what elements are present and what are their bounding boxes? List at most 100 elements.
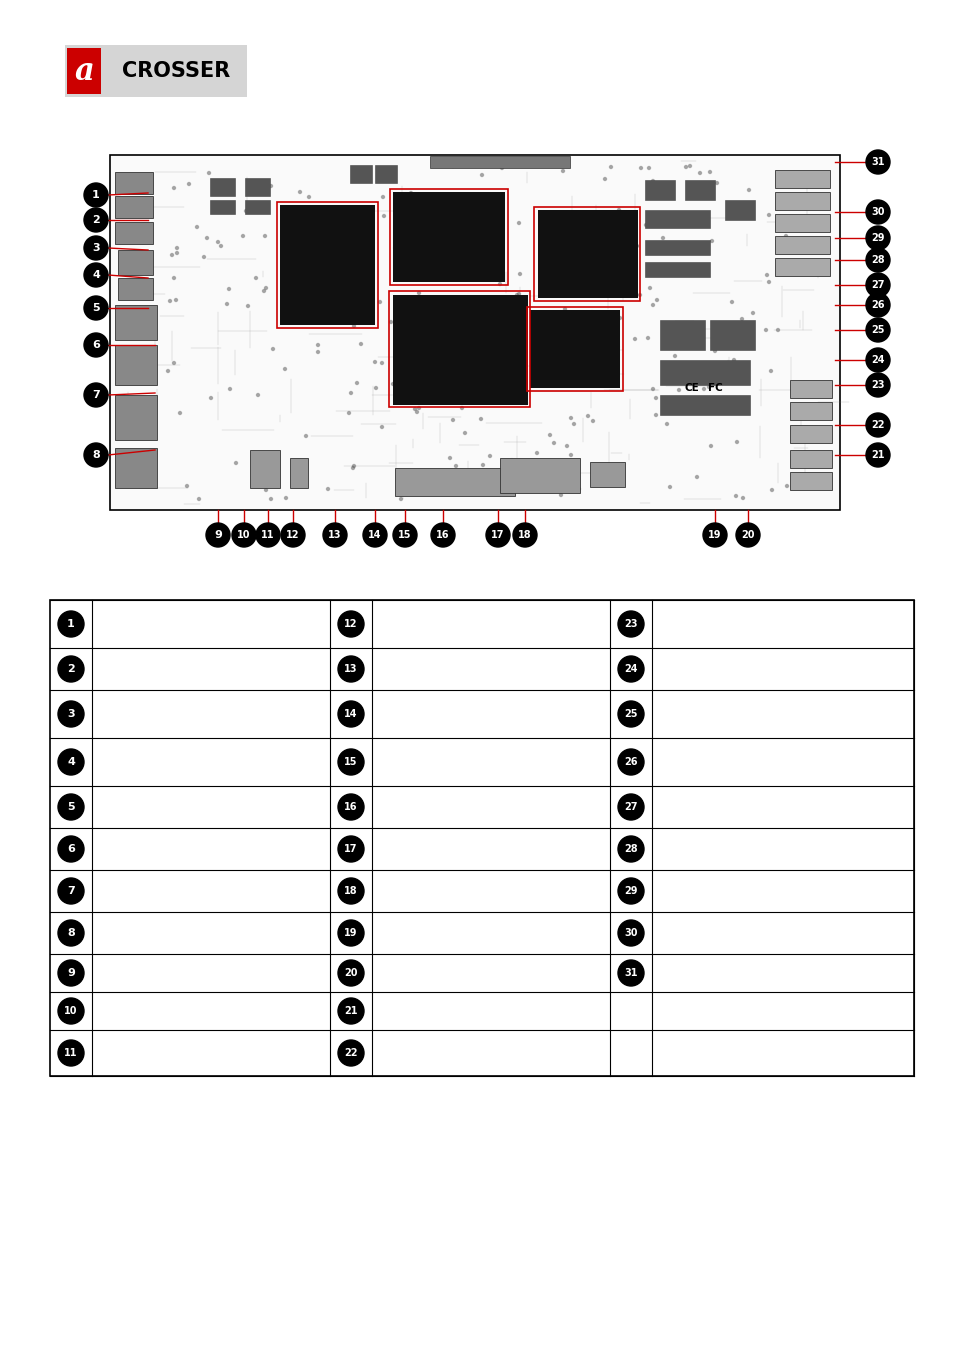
Text: CE: CE: [684, 383, 699, 393]
Text: 8: 8: [92, 450, 100, 460]
Circle shape: [413, 408, 416, 410]
Circle shape: [633, 338, 636, 340]
Bar: [393, 192, 504, 282]
Circle shape: [337, 919, 364, 946]
Circle shape: [393, 522, 416, 547]
Circle shape: [481, 463, 484, 467]
Circle shape: [631, 266, 634, 270]
Circle shape: [618, 878, 643, 904]
Text: 13: 13: [344, 664, 357, 674]
Circle shape: [618, 749, 643, 775]
Text: 27: 27: [870, 279, 883, 290]
Bar: [530, 310, 619, 387]
Circle shape: [463, 316, 466, 320]
Text: 14: 14: [344, 709, 357, 720]
Circle shape: [58, 794, 84, 819]
Circle shape: [480, 247, 483, 251]
Bar: [499, 458, 579, 493]
Circle shape: [517, 221, 520, 224]
Circle shape: [677, 389, 679, 391]
Circle shape: [673, 355, 676, 358]
Circle shape: [417, 292, 420, 294]
Text: 4: 4: [92, 270, 100, 279]
Circle shape: [229, 387, 232, 390]
Circle shape: [639, 166, 641, 170]
Circle shape: [84, 184, 108, 207]
Circle shape: [389, 320, 392, 324]
Circle shape: [423, 251, 426, 254]
Bar: [350, 165, 372, 184]
Text: 3: 3: [92, 243, 100, 252]
Circle shape: [316, 351, 319, 354]
Bar: [50, 599, 913, 1076]
Circle shape: [84, 296, 108, 320]
Circle shape: [359, 343, 362, 346]
Bar: [789, 379, 831, 398]
Circle shape: [731, 410, 734, 413]
Circle shape: [337, 1040, 364, 1066]
Circle shape: [505, 397, 508, 401]
Circle shape: [337, 656, 364, 682]
Text: 20: 20: [740, 531, 754, 540]
Circle shape: [208, 171, 211, 174]
Circle shape: [568, 255, 571, 258]
Circle shape: [497, 271, 500, 274]
Bar: [644, 211, 709, 228]
Text: 20: 20: [344, 968, 357, 977]
Circle shape: [169, 300, 172, 302]
Bar: [537, 211, 638, 298]
Circle shape: [732, 359, 735, 362]
Circle shape: [58, 998, 84, 1025]
Bar: [774, 215, 829, 232]
Text: 5: 5: [67, 802, 74, 811]
Circle shape: [727, 378, 730, 381]
Circle shape: [865, 273, 889, 297]
Circle shape: [405, 270, 408, 273]
Text: 13: 13: [328, 531, 341, 540]
Circle shape: [569, 454, 572, 456]
Bar: [390, 189, 507, 285]
Circle shape: [172, 362, 175, 364]
Circle shape: [485, 522, 510, 547]
Bar: [65, 45, 247, 97]
Circle shape: [84, 383, 108, 406]
Circle shape: [264, 489, 267, 491]
Circle shape: [225, 302, 229, 305]
Text: 11: 11: [64, 1048, 77, 1058]
Circle shape: [684, 166, 687, 169]
Text: 23: 23: [870, 379, 883, 390]
Circle shape: [479, 417, 482, 420]
Circle shape: [647, 166, 650, 170]
Text: 7: 7: [67, 886, 74, 896]
Circle shape: [644, 224, 647, 227]
Circle shape: [586, 414, 589, 417]
Circle shape: [298, 190, 301, 193]
Circle shape: [558, 350, 562, 352]
Text: 31: 31: [623, 968, 638, 977]
Text: 25: 25: [623, 709, 638, 720]
Text: 2: 2: [67, 664, 74, 674]
Circle shape: [665, 423, 668, 425]
Bar: [724, 200, 754, 220]
Circle shape: [227, 288, 231, 290]
Circle shape: [307, 196, 310, 198]
Circle shape: [498, 202, 501, 205]
Circle shape: [84, 236, 108, 261]
Circle shape: [255, 522, 280, 547]
Bar: [709, 320, 754, 350]
Circle shape: [548, 228, 551, 231]
Text: 9: 9: [67, 968, 75, 977]
Text: 24: 24: [623, 664, 638, 674]
Circle shape: [455, 397, 458, 400]
Circle shape: [195, 225, 198, 228]
Circle shape: [551, 370, 554, 374]
Bar: [115, 305, 157, 340]
Circle shape: [717, 339, 720, 343]
Bar: [684, 180, 714, 200]
Circle shape: [654, 397, 657, 400]
Circle shape: [535, 451, 537, 455]
Circle shape: [323, 522, 347, 547]
Circle shape: [651, 304, 654, 306]
Circle shape: [294, 262, 296, 266]
Circle shape: [292, 244, 294, 247]
